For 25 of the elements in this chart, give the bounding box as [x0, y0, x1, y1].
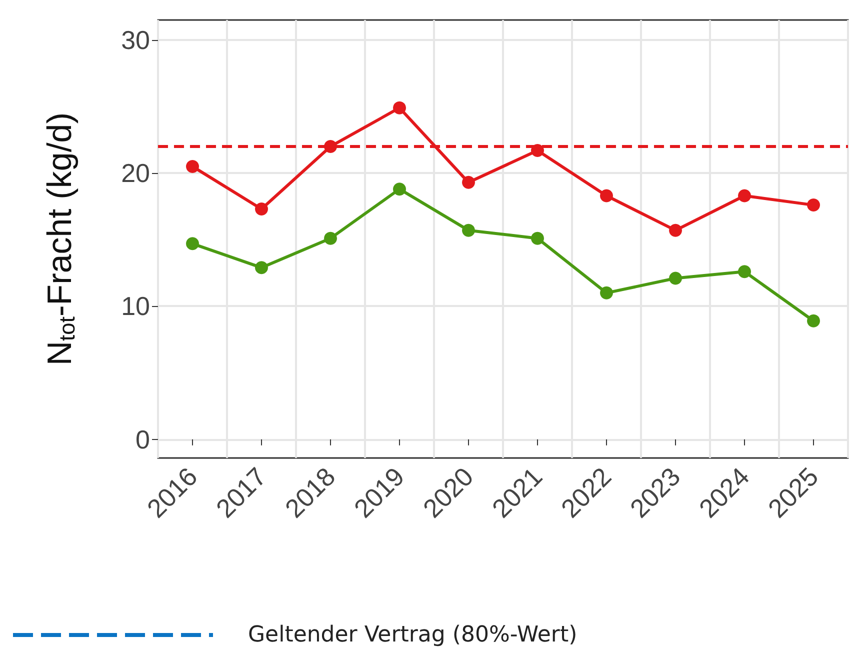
- point: [600, 286, 613, 300]
- y-tick-label: 0: [136, 424, 150, 454]
- point: [186, 237, 199, 250]
- point: [738, 265, 751, 278]
- y-axis-title: Ntot-Fracht (kg/d): [41, 112, 80, 366]
- point: [393, 101, 406, 114]
- point: [669, 224, 682, 237]
- point: [324, 232, 337, 245]
- point: [462, 224, 475, 237]
- point: [393, 182, 406, 196]
- point: [255, 202, 268, 216]
- legend-label: Geltender Vertrag (80%-Wert): [248, 622, 578, 648]
- point: [186, 160, 199, 173]
- point: [807, 198, 820, 212]
- point: [738, 189, 751, 202]
- point: [531, 232, 544, 245]
- point: [531, 144, 544, 157]
- point: [462, 176, 475, 189]
- point: [255, 261, 268, 274]
- point: [600, 189, 613, 202]
- y-tick-label: 30: [121, 24, 150, 55]
- y-tick-label: 10: [121, 291, 150, 322]
- y-tick-label: 20: [121, 158, 150, 188]
- point: [807, 314, 820, 328]
- point: [669, 272, 682, 285]
